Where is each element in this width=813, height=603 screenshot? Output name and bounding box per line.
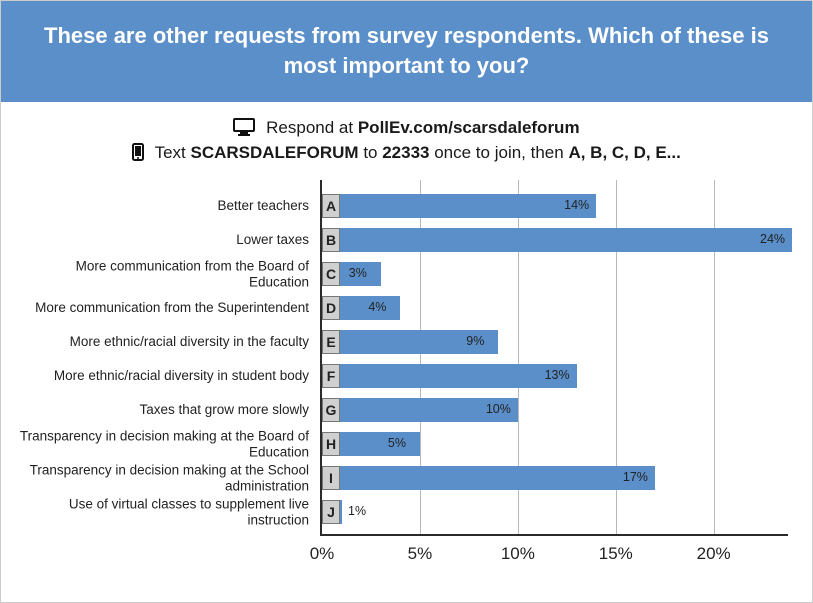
bar-letter: E <box>322 330 340 354</box>
instr-web-pre: Respond at <box>266 118 358 137</box>
bar-letter: A <box>322 194 340 218</box>
bar <box>322 228 792 252</box>
bar-letter: H <box>322 432 340 456</box>
bar-letter: B <box>322 228 340 252</box>
chart-area: 0% 5% 10% 15% 20% Better teachers A 14% Lower ta… <box>15 180 798 570</box>
instruction-web: Respond at PollEv.com/scarsdaleforum <box>11 118 802 141</box>
bar-percent: 3% <box>349 266 367 280</box>
x-tick-label: 0% <box>310 544 335 564</box>
x-tick-label: 20% <box>697 544 731 564</box>
bar-label: Transparency in decision making at the S… <box>19 463 315 494</box>
instr-web-url: PollEv.com/scarsdaleforum <box>358 118 580 137</box>
bar-label: Taxes that grow more slowly <box>19 403 315 419</box>
instr-sms-number: 22333 <box>382 143 429 162</box>
bar <box>322 364 577 388</box>
bar-label: More communication from the Board of Edu… <box>19 259 315 290</box>
question-header: These are other requests from survey res… <box>1 1 812 102</box>
bar-percent: 24% <box>760 232 785 246</box>
bar-percent: 10% <box>486 402 511 416</box>
bar-percent: 5% <box>388 436 406 450</box>
chart-container: 0% 5% 10% 15% 20% Better teachers A 14% Lower ta… <box>1 174 812 570</box>
instr-sms-options: A, B, C, D, E... <box>568 143 680 162</box>
bar <box>322 194 596 218</box>
bar-letter: I <box>322 466 340 490</box>
phone-icon <box>132 143 144 166</box>
bar-letter: J <box>322 500 340 524</box>
bar-letter: C <box>322 262 340 286</box>
instructions: Respond at PollEv.com/scarsdaleforum Tex… <box>1 102 812 174</box>
bar-label: Better teachers <box>19 199 315 215</box>
bar-label: More communication from the Superintende… <box>19 301 315 317</box>
bar-label: More ethnic/racial diversity in the facu… <box>19 335 315 351</box>
bar-label: Use of virtual classes to supplement liv… <box>19 497 315 528</box>
bar-label: Lower taxes <box>19 233 315 249</box>
instr-sms-post: once to join, then <box>430 143 569 162</box>
x-tick-label: 10% <box>501 544 535 564</box>
bar-percent: 9% <box>466 334 484 348</box>
instr-sms-keyword: SCARSDALEFORUM <box>190 143 358 162</box>
bar-percent: 17% <box>623 470 648 484</box>
bar-percent: 14% <box>564 198 589 212</box>
monitor-icon <box>233 118 255 141</box>
x-tick-label: 5% <box>408 544 433 564</box>
bar-percent: 1% <box>348 504 366 518</box>
instr-sms-pre: Text <box>155 143 191 162</box>
bar-label: Transparency in decision making at the B… <box>19 429 315 460</box>
instruction-sms: Text SCARSDALEFORUM to 22333 once to joi… <box>11 143 802 166</box>
question-title: These are other requests from survey res… <box>44 23 769 78</box>
x-tick-label: 15% <box>599 544 633 564</box>
bar <box>322 466 655 490</box>
instr-sms-mid: to <box>359 143 383 162</box>
bar-letter: F <box>322 364 340 388</box>
bar-percent: 4% <box>368 300 386 314</box>
bar-letter: G <box>322 398 340 422</box>
bar-percent: 13% <box>545 368 570 382</box>
bar-letter: D <box>322 296 340 320</box>
bar-label: More ethnic/racial diversity in student … <box>19 369 315 385</box>
